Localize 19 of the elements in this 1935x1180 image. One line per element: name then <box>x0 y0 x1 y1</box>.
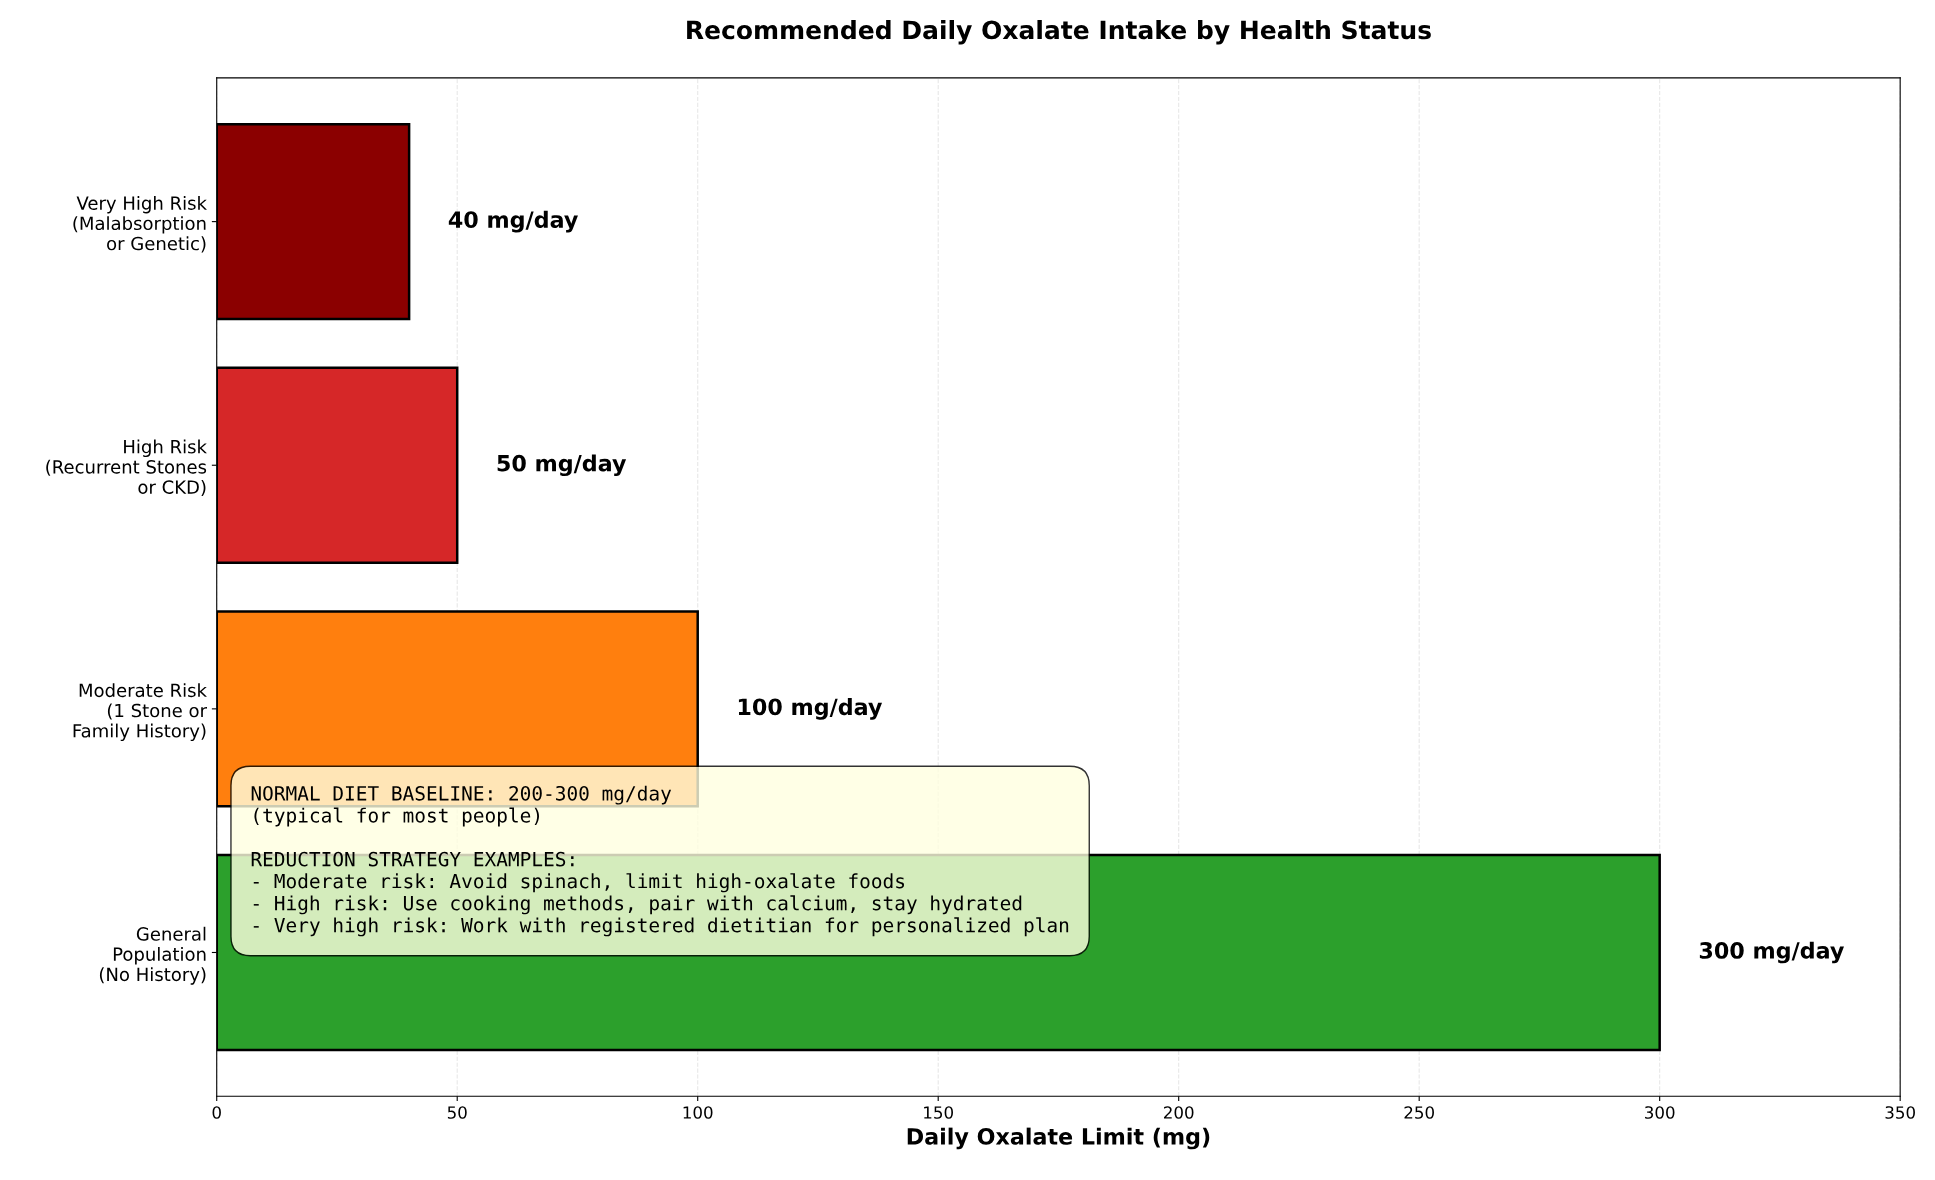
x-tick-label: 100 <box>683 1106 713 1119</box>
x-tick-label: 200 <box>1164 1106 1194 1119</box>
data-label: 100 mg/day <box>738 698 883 720</box>
y-tick-label: General Population (No History) <box>99 926 206 985</box>
x-axis-title: Daily Oxalate Limit (mg) <box>907 1127 1210 1150</box>
data-label: 40 mg/day <box>448 210 578 233</box>
y-tick-label: Very High Risk (Malabsorption or Genetic) <box>73 195 207 253</box>
x-tick-label: 300 <box>1645 1106 1675 1119</box>
chart-title: Recommended Daily Oxalate Intake by Health Status <box>687 20 1431 45</box>
x-tick-label: 250 <box>1404 1106 1434 1119</box>
x-tick-label: 50 <box>447 1106 467 1119</box>
x-tick-label: 350 <box>1885 1106 1915 1119</box>
data-label: 300 mg/day <box>1699 941 1844 964</box>
data-label: 50 mg/day <box>497 454 627 477</box>
y-tick-label: High Risk (Recurrent Stones or CKD) <box>46 439 207 497</box>
y-tick-label: Moderate Risk (1 Stone or Family History) <box>73 683 207 742</box>
x-tick-label: 150 <box>924 1106 953 1119</box>
text: NORMAL DIET BASELINE: 200-300 mg/day (typical for most people) REDUCTION STRATEGY EXAMPLES: - Moderate risk: Avoid spinach, limit high-oxalate foods - High risk: Use cooking methods, pair with calcium, stay hydrated - Very high risk: Work with registered dietitian for personalized plan <box>251 785 1069 937</box>
x-tick-label: 0 <box>212 1106 221 1119</box>
